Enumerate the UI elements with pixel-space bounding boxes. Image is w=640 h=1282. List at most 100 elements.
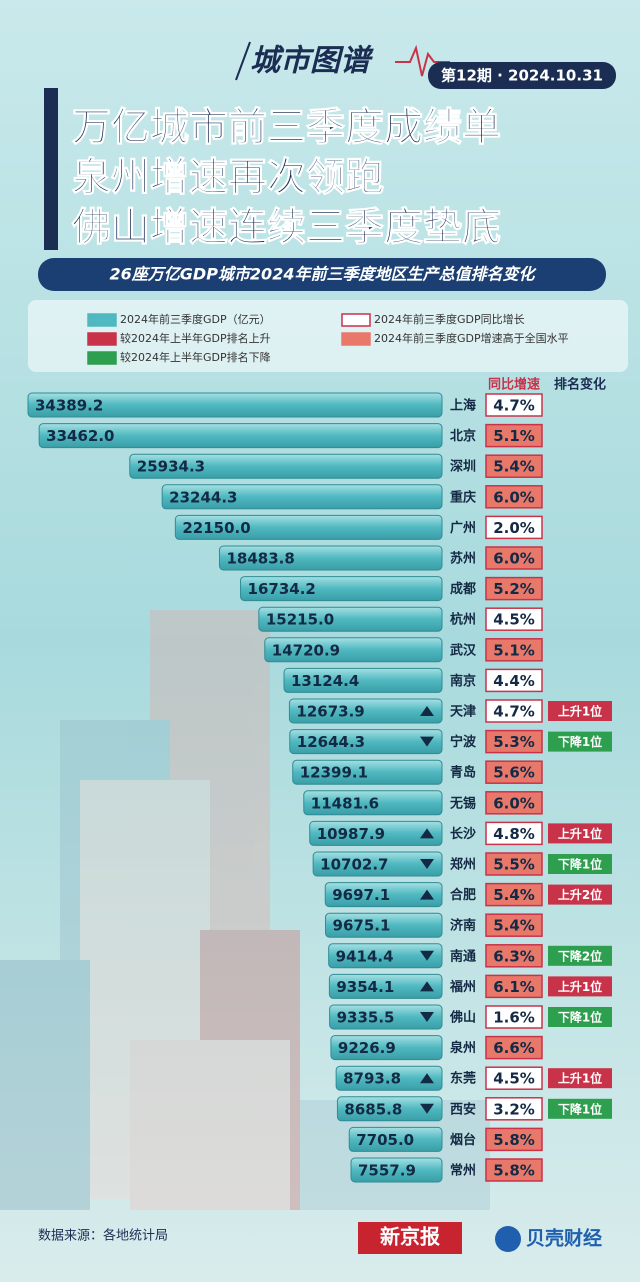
city-label: 泉州	[450, 1040, 476, 1056]
bar	[348, 1126, 443, 1152]
city-label: 天津	[450, 704, 476, 720]
growth-box	[485, 821, 543, 846]
growth-box	[485, 515, 543, 540]
value-label: 9226.9	[338, 1039, 396, 1057]
growth-label: 5.2%	[493, 580, 535, 598]
bar	[288, 698, 443, 724]
growth-label: 5.5%	[493, 856, 535, 874]
growth-label: 5.4%	[493, 458, 535, 476]
city-label: 南京	[450, 673, 476, 689]
growth-label: 4.8%	[493, 825, 535, 843]
rank-header: 排名变化	[554, 377, 606, 393]
growth-box	[485, 423, 543, 448]
city-label: 武汉	[450, 642, 477, 658]
legend: 2024年前三季度GDP（亿元） 2024年前三季度GDP同比增长较2024年上半…	[87, 312, 569, 365]
value-label: 34389.2	[35, 397, 103, 415]
rank-label: 下降1位	[558, 734, 602, 749]
growth-box	[485, 1097, 543, 1121]
growth-label: 5.1%	[493, 427, 535, 445]
legend-swatch	[341, 332, 371, 346]
title-line: 万亿城市前三季度成绩单	[72, 106, 501, 151]
value-label: 9414.4	[336, 947, 394, 965]
pulse-line	[395, 44, 450, 77]
growth-box	[485, 882, 543, 907]
value-label: 11481.6	[311, 794, 379, 812]
growth-box	[485, 546, 543, 570]
value-label: 33462.0	[46, 427, 114, 445]
value-label: 12673.9	[296, 703, 364, 721]
rank-arrow	[420, 1103, 434, 1114]
city-label: 长沙	[450, 826, 476, 842]
rank-badge	[548, 823, 612, 844]
rank-arrow	[420, 981, 434, 992]
legend-label: 2024年前三季度GDP同比增长	[374, 312, 525, 326]
legend-label: 2024年前三季度GDP（亿元）	[120, 312, 271, 326]
growth-label: 2.0%	[493, 519, 535, 537]
title-line: 泉州增速再次领跑	[72, 156, 384, 201]
value-label: 12399.1	[300, 764, 368, 782]
value-label: 9675.1	[333, 917, 391, 935]
bar	[240, 576, 443, 602]
value-label: 9335.5	[337, 1009, 395, 1027]
city-label: 青岛	[450, 765, 476, 781]
value-label: 22150.0	[182, 519, 250, 537]
bar	[330, 1035, 443, 1061]
growth-label: 6.0%	[493, 550, 535, 568]
value-label: 7705.0	[356, 1131, 414, 1149]
chart-title: 26座万亿GDP城市2024年前三季度地区生产总值排名变化	[110, 265, 538, 284]
rank-badge	[548, 1068, 612, 1089]
rank-badge	[548, 854, 612, 874]
growth-box	[485, 607, 543, 631]
rank-label: 下降1位	[558, 1101, 602, 1116]
growth-label: 4.4%	[493, 672, 535, 690]
bar	[27, 392, 443, 418]
legend-panel	[28, 300, 628, 372]
bar	[289, 729, 443, 755]
legend-label: 较2024年上半年GDP排名上升	[120, 331, 271, 345]
chart-rows: 34389.2 上海 4.7% 33462.0 北京 5.1% 25934.3 深圳 5.4% 2…	[27, 392, 612, 1183]
growth-label: 6.0%	[493, 794, 535, 812]
bar	[174, 514, 443, 540]
city-label: 东莞	[450, 1071, 476, 1087]
growth-box	[485, 944, 543, 968]
city-label: 常州	[450, 1163, 476, 1179]
city-label: 西安	[450, 1101, 476, 1117]
rank-arrow	[420, 889, 434, 900]
bar	[303, 790, 443, 816]
city-illustration	[0, 610, 490, 1210]
city-label: 杭州	[450, 612, 476, 628]
rank-arrow	[420, 736, 434, 747]
growth-label: 5.8%	[493, 1131, 535, 1149]
city-label: 重庆	[450, 489, 476, 505]
rank-label: 上升1位	[558, 704, 602, 719]
growth-box	[485, 1035, 543, 1060]
rank-label: 下降1位	[558, 857, 602, 872]
legend-swatch	[87, 313, 117, 327]
bar	[292, 759, 443, 785]
value-label: 10987.9	[317, 825, 385, 843]
value-label: 8685.8	[344, 1100, 402, 1118]
bar	[312, 851, 443, 877]
bar	[328, 973, 443, 999]
rank-badge	[548, 731, 612, 752]
title-bar	[44, 88, 58, 250]
rank-label: 上升1位	[558, 1071, 602, 1086]
value-label: 16734.2	[248, 580, 316, 598]
legend-swatch	[87, 332, 117, 346]
growth-box	[485, 393, 543, 417]
title-line: 佛山增速连续三季度垫底	[71, 206, 501, 251]
bar	[161, 484, 443, 510]
growth-header: 同比增速	[488, 377, 540, 393]
growth-box	[485, 852, 543, 876]
growth-label: 4.5%	[493, 611, 535, 629]
bar	[324, 882, 443, 908]
rank-badge	[548, 701, 612, 721]
growth-box	[485, 1005, 543, 1029]
city-label: 无锡	[449, 795, 476, 811]
brand-slash	[235, 41, 251, 81]
rank-badge	[548, 945, 612, 966]
subtitle-pill	[38, 258, 606, 291]
legend-label: 较2024年上半年GDP排名下降	[120, 350, 271, 364]
